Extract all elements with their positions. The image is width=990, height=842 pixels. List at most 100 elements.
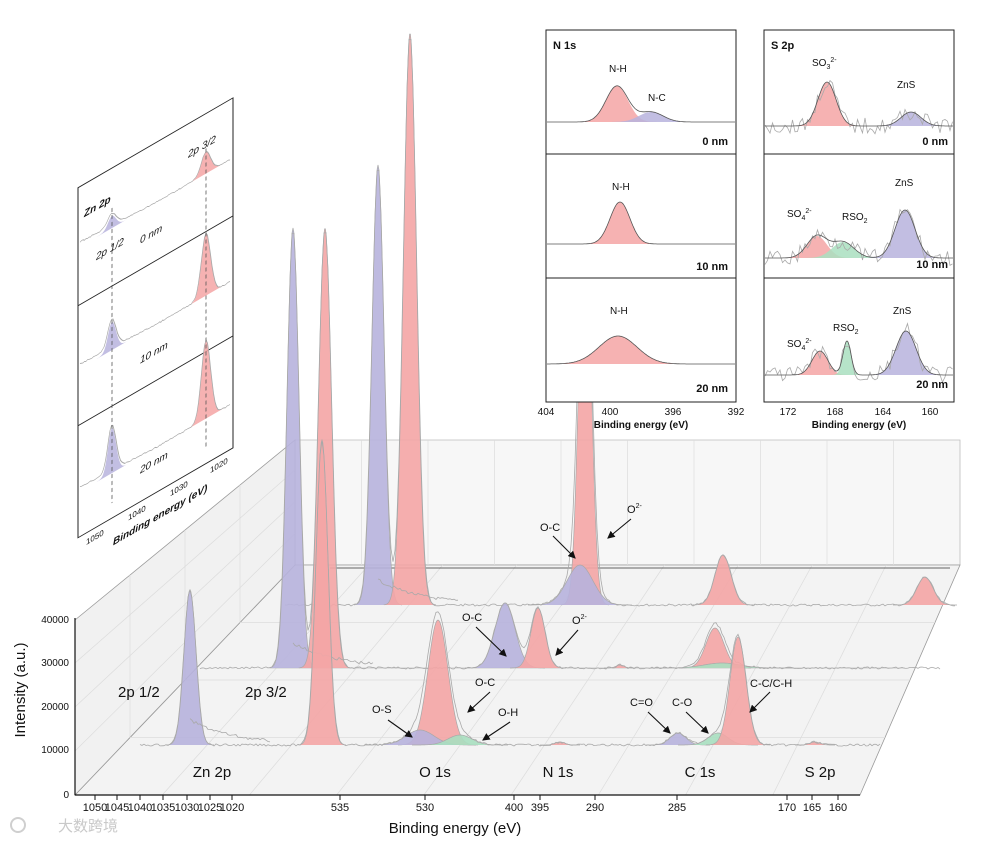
spectrum-peak bbox=[893, 577, 957, 605]
spectrum-peak bbox=[364, 730, 476, 745]
n-panel-frame bbox=[545, 277, 737, 403]
x-tick-label: 1045 bbox=[105, 802, 129, 814]
label-o-c-back: O-C bbox=[540, 522, 560, 534]
s-inset-title: S 2p bbox=[771, 40, 795, 52]
arrow-c-c bbox=[749, 691, 771, 713]
s-thickness-20nm: 20 nm bbox=[916, 379, 948, 391]
s-inset-peak bbox=[799, 242, 887, 258]
spectrum-peak bbox=[299, 228, 351, 669]
zn2p-inset: Zn 2p 2p 1/2 2p 3/2 0 nm 10 nm 20 nm 105… bbox=[77, 97, 234, 548]
zn-inset-frame bbox=[77, 97, 234, 539]
main-3d-box bbox=[74, 439, 961, 796]
spectrum-tail bbox=[377, 578, 459, 601]
label-c-c: C-C/C-H bbox=[750, 678, 792, 690]
s-inset-raw bbox=[764, 79, 953, 135]
zn-inset-peak-half bbox=[96, 215, 128, 238]
arrow-o-h bbox=[482, 721, 511, 741]
spectrum-peak bbox=[679, 628, 751, 668]
watermark-text: 大数跨境 bbox=[58, 817, 118, 835]
x-tick-label: 1025 bbox=[198, 802, 222, 814]
y-tick-label: 0 bbox=[63, 790, 69, 801]
arrow-o2-mid bbox=[555, 629, 579, 656]
n-inset-title: N 1s bbox=[553, 40, 576, 52]
label-o2-back: O2- bbox=[627, 503, 642, 516]
region-labels: Zn 2p O 1s N 1s C 1s S 2p bbox=[193, 764, 836, 781]
s-thickness-10nm: 10 nm bbox=[916, 259, 948, 271]
spectrum-peak bbox=[412, 735, 508, 745]
label-2p-half: 2p 1/2 bbox=[118, 684, 160, 701]
spectrum-raw-line bbox=[199, 232, 941, 670]
x-tick-label: 1050 bbox=[83, 802, 107, 814]
s-inset-raw bbox=[764, 322, 953, 384]
s-xtick: 172 bbox=[780, 407, 797, 418]
y-axis-label: Intensity (a.u.) bbox=[12, 642, 29, 737]
label-o-c-front: O-C bbox=[475, 677, 495, 689]
spectrum-row-1 bbox=[199, 227, 941, 670]
spectrum-peak bbox=[706, 637, 770, 745]
region-label-s2p: S 2p bbox=[805, 764, 836, 781]
spectrum-peak bbox=[795, 742, 835, 745]
s-inset-peak bbox=[791, 82, 863, 126]
x-tick-label: 285 bbox=[668, 802, 686, 814]
spectrum-peak bbox=[540, 742, 580, 745]
n-xtick: 404 bbox=[538, 407, 555, 418]
x-tick-label: 1030 bbox=[175, 802, 199, 814]
n-inset-peak bbox=[580, 202, 660, 244]
n-inset-curves bbox=[547, 85, 735, 365]
s2p-inset: S 2p SO32- ZnS 0 nm SO42- RSO2 ZnS 10 nm… bbox=[763, 29, 955, 431]
s-inset-peak bbox=[788, 351, 852, 375]
spectrum-peak bbox=[646, 733, 710, 745]
x-tick-label: 1020 bbox=[220, 802, 244, 814]
x-tick-label: 400 bbox=[505, 802, 523, 814]
s-label-rso2: RSO2 bbox=[833, 323, 859, 336]
spectrum-raw-line bbox=[284, 38, 956, 607]
zn-inset-peak-half bbox=[96, 321, 128, 360]
x-tick-label: 535 bbox=[331, 802, 349, 814]
zn-panel-divider bbox=[78, 215, 233, 307]
spectrum-peak bbox=[561, 205, 609, 605]
main-annotations: 2p 1/2 2p 3/2 O-S O-C O-H C=O C-O C-C/C-… bbox=[118, 503, 792, 741]
n-inset-envelope bbox=[547, 85, 735, 123]
s-label-zns: ZnS bbox=[893, 306, 912, 317]
label-o-s: O-S bbox=[372, 704, 392, 716]
n-inset-envelope bbox=[547, 335, 735, 365]
s-xtick: 164 bbox=[875, 407, 892, 418]
label-o-h: O-H bbox=[498, 707, 518, 719]
spectrum-tail bbox=[292, 642, 374, 665]
spectrum-raw-line bbox=[139, 440, 881, 747]
zn-inset-raw bbox=[79, 338, 230, 487]
watermark: 大数跨境 bbox=[10, 817, 118, 835]
n-label-nh: N-H bbox=[612, 182, 630, 193]
n-xlabel: Binding energy (eV) bbox=[594, 420, 688, 431]
s-panel-frame bbox=[763, 277, 955, 403]
n-thickness-20nm: 20 nm bbox=[696, 383, 728, 395]
spectrum-peak bbox=[510, 608, 566, 668]
arrow-o-s bbox=[387, 719, 413, 738]
s-inset-envelope bbox=[765, 330, 953, 376]
n-xtick: 400 bbox=[602, 407, 619, 418]
arrow-o-c-mid bbox=[475, 626, 507, 657]
x-tick-label: 165 bbox=[803, 802, 821, 814]
arrow-c-eq-o bbox=[647, 711, 671, 734]
spectrum-peak bbox=[166, 590, 214, 745]
region-label-n1s: N 1s bbox=[543, 764, 574, 781]
label-c-o: C-O bbox=[672, 697, 693, 709]
spectrum-outline bbox=[298, 228, 352, 669]
s-inset-curves bbox=[764, 79, 953, 384]
x-tick-label: 160 bbox=[829, 802, 847, 814]
spectrum-outline bbox=[383, 33, 437, 606]
s-label-zns: ZnS bbox=[895, 178, 914, 189]
s-inset-envelope bbox=[765, 81, 953, 127]
n-inset-envelope bbox=[547, 201, 735, 245]
spectrum-outline bbox=[604, 664, 636, 669]
s-inset-peak bbox=[866, 331, 946, 375]
n-inset-peak bbox=[603, 112, 699, 122]
y-tick-label: 40000 bbox=[41, 615, 69, 626]
spectrum-peak bbox=[678, 733, 758, 745]
y-axis: 0 10000 20000 30000 40000 Intensity (a.u… bbox=[12, 615, 69, 801]
y-tick-label: 20000 bbox=[41, 702, 69, 713]
zn-inset-raw bbox=[79, 232, 231, 364]
spectrum-peak bbox=[269, 228, 317, 668]
